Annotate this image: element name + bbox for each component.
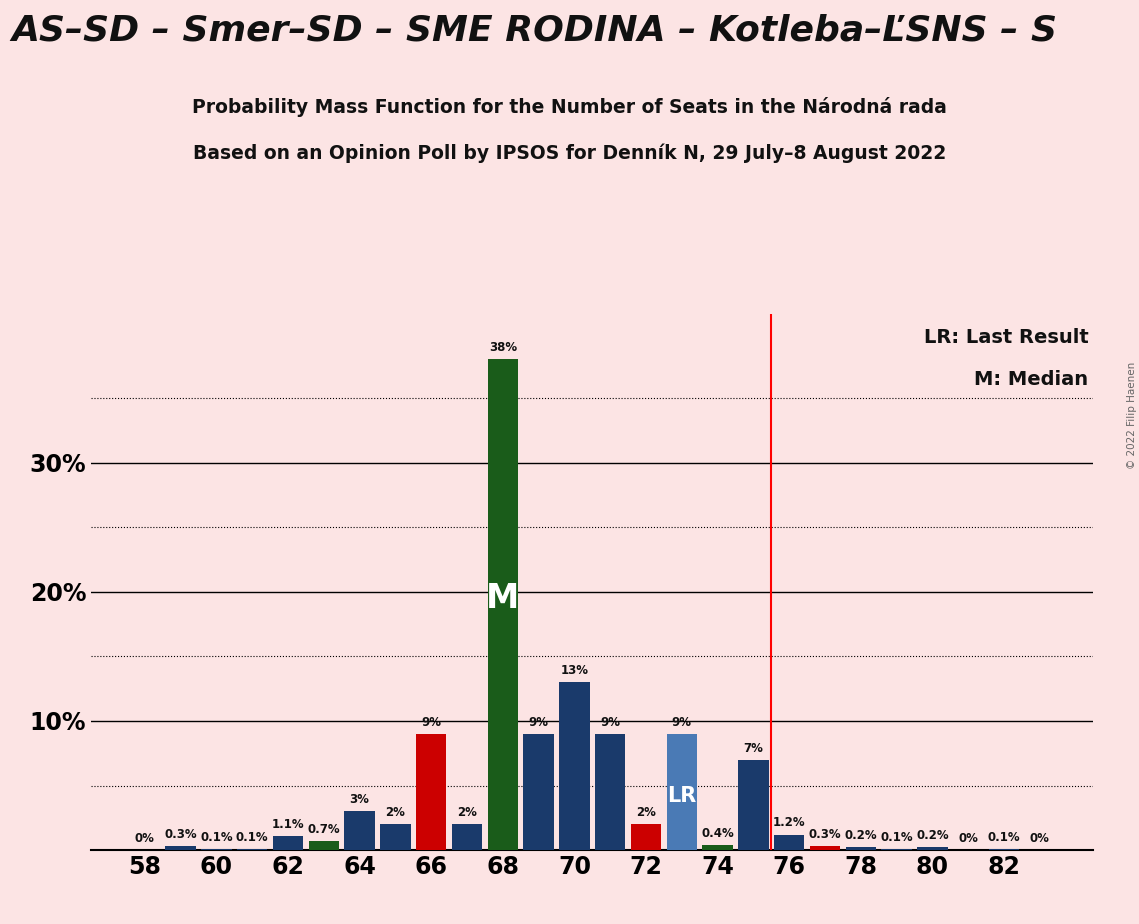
Text: 1.2%: 1.2% bbox=[773, 817, 805, 830]
Bar bbox=[810, 846, 841, 850]
Bar bbox=[202, 849, 231, 850]
Bar bbox=[989, 849, 1019, 850]
Text: 0%: 0% bbox=[134, 832, 155, 845]
Bar bbox=[487, 359, 518, 850]
Text: 0.7%: 0.7% bbox=[308, 823, 341, 836]
Text: 3%: 3% bbox=[350, 793, 369, 806]
Text: 0.4%: 0.4% bbox=[702, 827, 734, 840]
Bar bbox=[917, 847, 948, 850]
Text: 38%: 38% bbox=[489, 341, 517, 354]
Text: 13%: 13% bbox=[560, 664, 589, 677]
Text: 0.2%: 0.2% bbox=[916, 830, 949, 843]
Bar bbox=[237, 849, 268, 850]
Text: Based on an Opinion Poll by IPSOS for Denník N, 29 July–8 August 2022: Based on an Opinion Poll by IPSOS for De… bbox=[192, 143, 947, 163]
Text: LR: LR bbox=[667, 785, 696, 806]
Bar bbox=[524, 734, 554, 850]
Bar bbox=[738, 760, 769, 850]
Bar bbox=[559, 682, 590, 850]
Text: 0.1%: 0.1% bbox=[236, 831, 269, 844]
Text: 9%: 9% bbox=[672, 716, 691, 729]
Text: 2%: 2% bbox=[636, 806, 656, 819]
Text: 0%: 0% bbox=[958, 832, 978, 845]
Text: M: Median: M: Median bbox=[974, 371, 1089, 389]
Text: 9%: 9% bbox=[600, 716, 620, 729]
Text: 9%: 9% bbox=[421, 716, 441, 729]
Text: Probability Mass Function for the Number of Seats in the Národná rada: Probability Mass Function for the Number… bbox=[192, 97, 947, 117]
Text: 0.1%: 0.1% bbox=[880, 831, 912, 844]
Text: 2%: 2% bbox=[385, 806, 405, 819]
Text: 2%: 2% bbox=[457, 806, 477, 819]
Text: 0.1%: 0.1% bbox=[988, 831, 1021, 844]
Bar bbox=[273, 836, 303, 850]
Bar bbox=[595, 734, 625, 850]
Text: 0.1%: 0.1% bbox=[200, 831, 232, 844]
Bar bbox=[703, 845, 732, 850]
Text: © 2022 Filip Haenen: © 2022 Filip Haenen bbox=[1126, 362, 1137, 469]
Text: M: M bbox=[486, 582, 519, 614]
Text: 0.3%: 0.3% bbox=[809, 828, 842, 841]
Bar bbox=[165, 846, 196, 850]
Bar bbox=[416, 734, 446, 850]
Bar bbox=[882, 849, 912, 850]
Text: 7%: 7% bbox=[744, 742, 763, 755]
Bar bbox=[631, 824, 662, 850]
Bar bbox=[452, 824, 482, 850]
Text: AS–SD – Smer–SD – SME RODINA – Kotleba–ĽSNS – S: AS–SD – Smer–SD – SME RODINA – Kotleba–Ľ… bbox=[11, 14, 1057, 48]
Bar bbox=[775, 834, 804, 850]
Text: 1.1%: 1.1% bbox=[272, 818, 304, 831]
Bar bbox=[309, 841, 339, 850]
Text: 9%: 9% bbox=[528, 716, 549, 729]
Bar bbox=[380, 824, 410, 850]
Text: 0.2%: 0.2% bbox=[844, 830, 877, 843]
Bar bbox=[845, 847, 876, 850]
Bar bbox=[344, 811, 375, 850]
Bar bbox=[666, 734, 697, 850]
Text: 0%: 0% bbox=[1030, 832, 1050, 845]
Text: LR: Last Result: LR: Last Result bbox=[924, 328, 1089, 346]
Text: 0.3%: 0.3% bbox=[164, 828, 197, 841]
